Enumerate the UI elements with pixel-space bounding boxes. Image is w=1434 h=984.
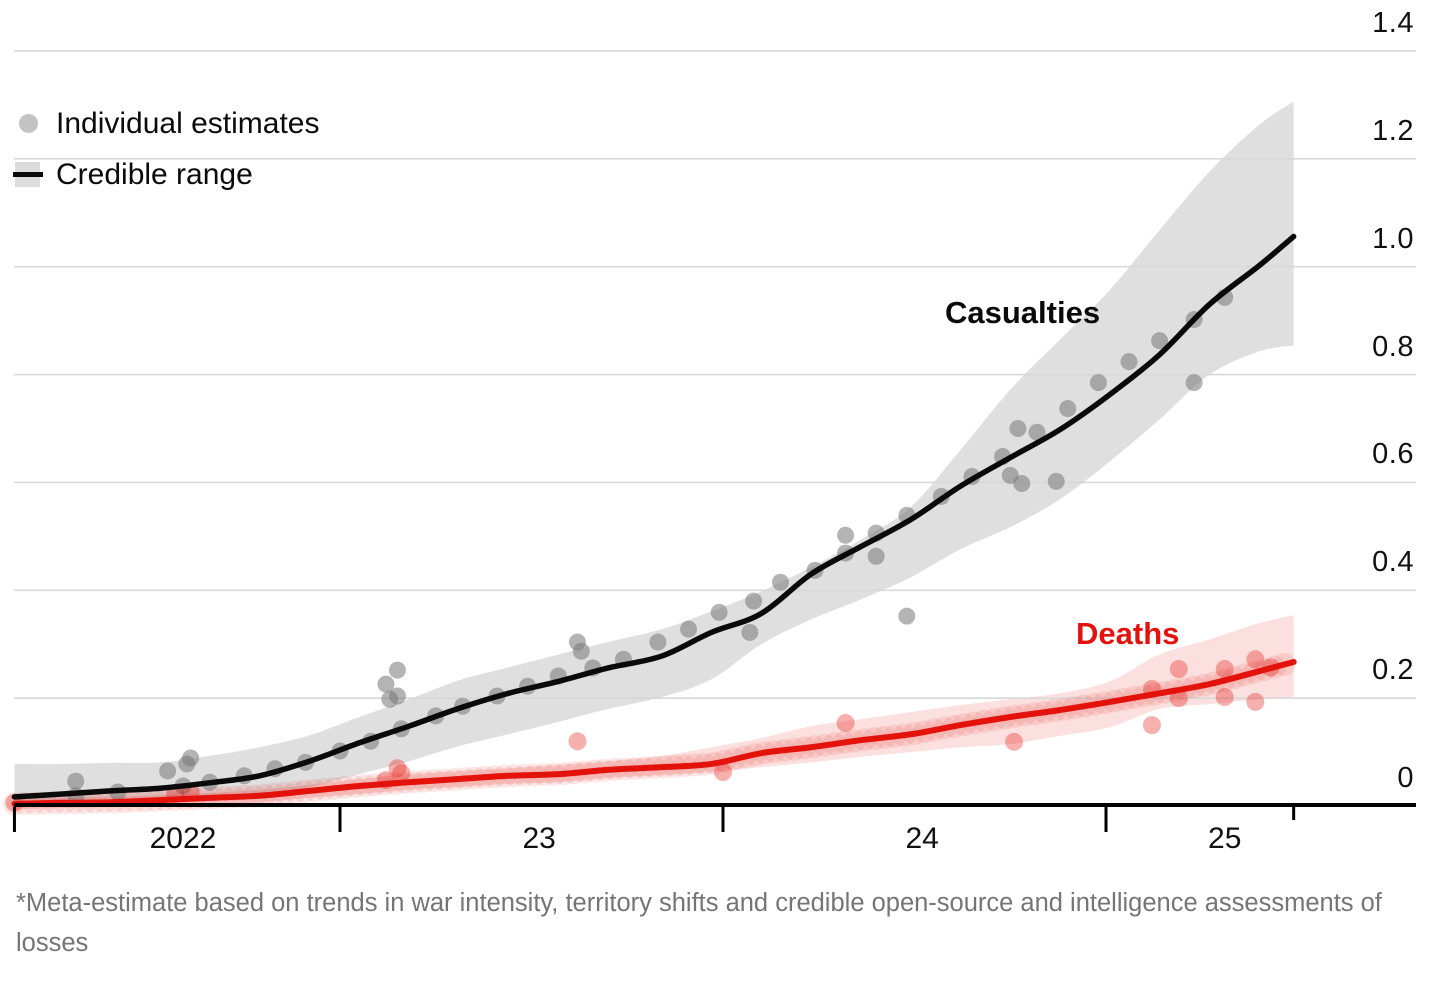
deaths-estimate-dot [568,732,587,751]
legend: Individual estimates Credible range [13,98,319,200]
y-axis-tick-label: 1.0 [1372,222,1414,255]
deaths-estimate-dot [392,764,411,783]
deaths-estimate-dot [1246,692,1265,711]
x-axis-tick-label: 25 [1208,822,1242,855]
deaths-estimate-dot [836,713,855,732]
casualties-series-label: Casualties [945,295,1101,330]
casualties-estimate-dot [1009,419,1027,437]
casualties-estimate-dot [388,687,406,705]
legend-item-credible-range: Credible range [13,149,319,200]
x-axis-ticks [12,807,1296,832]
casualties-estimate-dot [572,642,590,660]
casualties-credible-band [14,101,1294,802]
casualties-estimate-dot [67,772,85,790]
casualties-estimate-dot [377,675,395,693]
y-axis-tick-label: 0.8 [1372,330,1414,363]
deaths-series-label: Deaths [1076,616,1180,651]
deaths-estimate-dot [1246,650,1265,669]
casualties-estimate-dot [1185,374,1203,392]
casualties-estimate-dot [837,526,855,544]
casualties-line [11,233,1297,800]
gray-dot-swatch-icon [19,114,38,133]
casualties-estimate-dot [1120,353,1138,371]
deaths-estimate-dot [1142,716,1161,735]
casualties-estimate-dot [1059,400,1077,418]
casualties-estimate-dot [898,607,916,625]
casualties-estimate-dot [680,620,698,638]
x-axis-tick-label: 2022 [149,822,217,855]
deaths-estimate-dot [1215,660,1234,679]
deaths-estimate-dot [1215,688,1234,707]
casualties-estimate-dot [1151,332,1169,350]
y-axis-tick-label: 1.4 [1372,6,1414,39]
casualties-estimate-dot [649,633,667,651]
y-axis-tick-label: 1.2 [1372,114,1414,147]
casualties-estimate-dot [1089,374,1107,392]
casualties-estimate-dot [388,661,406,679]
casualties-estimate-dot [182,749,200,767]
deaths-estimate-dot [714,763,732,782]
casualties-estimate-dot [771,573,789,591]
y-axis-tick-label: 0.6 [1372,438,1414,471]
y-axis-tick-label: 0.4 [1372,546,1414,579]
x-axis-tick-label: 24 [905,822,939,855]
casualties-estimate-dot [1047,472,1065,490]
casualties-estimate-dot [1013,474,1031,492]
credible-range-swatch-icon [13,162,43,187]
deaths-estimate-dot [1005,732,1024,751]
legend-label: Individual estimates [56,106,320,140]
footnote: *Meta-estimate based on trends in war in… [16,889,1382,957]
casualties-estimate-dot [1028,423,1046,441]
y-axis-tick-label: 0.2 [1372,654,1414,687]
legend-item-individual-estimates: Individual estimates [15,98,319,149]
casualties-estimate-dot [745,592,763,610]
casualties-estimate-dot [710,603,728,621]
casualties-estimate-dot [741,623,759,641]
y-axis-tick-label: 0 [1397,762,1414,794]
casualties-estimate-dot [867,547,885,565]
x-axis-tick-label: 23 [522,822,556,855]
grid-lines [14,50,1416,699]
deaths-estimate-dot [388,759,407,778]
deaths-estimate-dot [1169,660,1188,679]
deaths-line [11,659,1297,807]
legend-label: Credible range [56,157,253,191]
casualties-estimate-dot [159,762,177,780]
